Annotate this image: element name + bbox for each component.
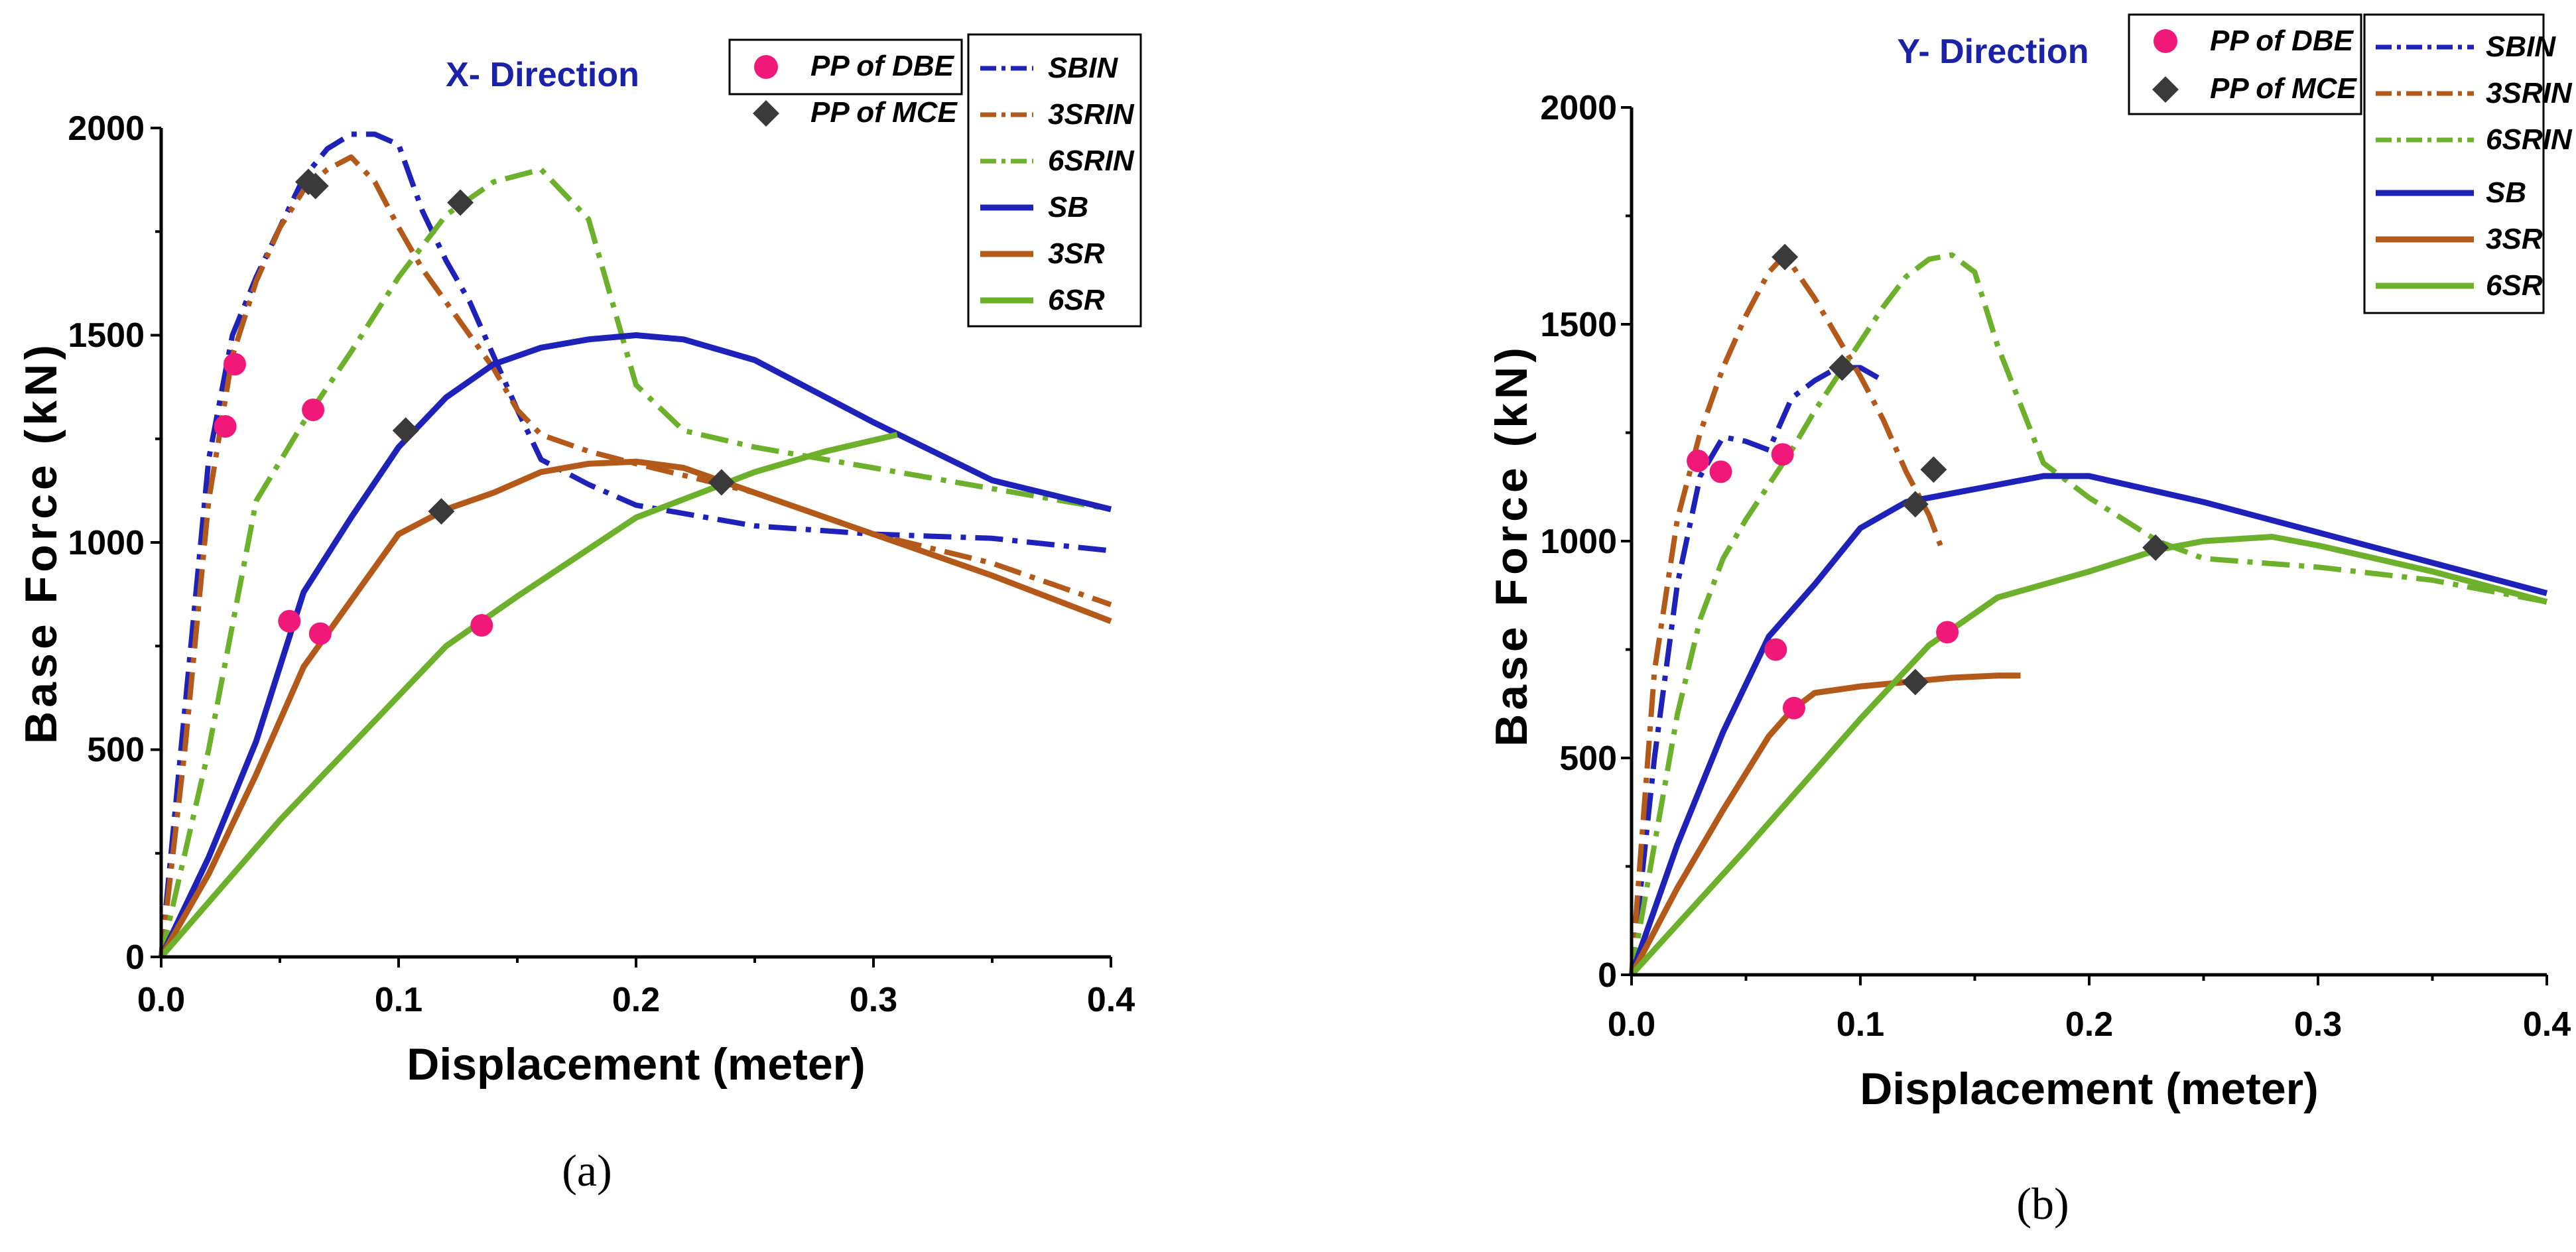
- dbe-point: [223, 353, 246, 376]
- mce-point: [392, 417, 419, 444]
- series-line-6srin: [159, 166, 1112, 958]
- panel-b-legend-mce-label: PP of MCE: [2210, 72, 2357, 105]
- panel-b-ytick-1: 500: [1559, 739, 1617, 778]
- panel-b-caption: (b): [2016, 1178, 2069, 1229]
- panel-a-legend-lines: [980, 66, 1033, 304]
- dbe-point: [1687, 450, 1710, 473]
- panel-a-ticks: [151, 127, 1112, 968]
- panel-b-xtick-1: 0.1: [1836, 1005, 1884, 1044]
- panel-b-ytick-3: 1500: [1540, 306, 1617, 344]
- panel-b-legend-lines: [2376, 44, 2474, 289]
- panel-b-xtick-0: 0.0: [1608, 1005, 1655, 1044]
- mce-point: [1901, 491, 1929, 518]
- panel-b-legend-lines-box: [2363, 13, 2545, 314]
- panel-a-ylabel: Base Force (kN): [16, 341, 66, 744]
- panel-a-legend-3srin-label: 3SRIN: [1048, 98, 1135, 131]
- panel-b-ylabel: Base Force (kN): [1486, 344, 1537, 747]
- dbe-point: [1771, 443, 1794, 466]
- mce-point: [1829, 354, 1856, 381]
- panel-b-legend-dbe-marker: [2154, 29, 2177, 53]
- panel-a-legend-lines-box: [967, 33, 1142, 328]
- panel-b-xlabel: Displacement (meter): [1860, 1064, 2319, 1114]
- dbe-point: [470, 614, 493, 637]
- panel-a-legend-sb-label: SB: [1048, 191, 1088, 223]
- series-line-sbin: [159, 131, 1112, 958]
- panel-b-xtick-3: 0.3: [2294, 1005, 2342, 1044]
- panel-a-ytick-3: 1500: [68, 316, 145, 355]
- panel-a-ytick-1: 500: [87, 731, 145, 769]
- mce-point: [1771, 243, 1799, 271]
- panel-b-xtick-4: 0.4: [2523, 1005, 2571, 1044]
- mce-point: [447, 189, 474, 216]
- dbe-point: [278, 609, 301, 633]
- panel-b-legend-sb-label: SB: [2486, 176, 2526, 209]
- panel-a-ytick-4: 2000: [68, 109, 145, 148]
- dbe-point: [1709, 460, 1732, 483]
- panel-a-legend-mce-label: PP of MCE: [810, 96, 958, 129]
- panel-a-legend-dbe-label: PP of DBE: [810, 50, 955, 82]
- series-line-3sr: [1629, 672, 2021, 977]
- mce-point: [1901, 668, 1929, 696]
- series-line-sb: [1628, 473, 2548, 976]
- series-line-6sr: [1629, 534, 2548, 977]
- panel-b-legend-3srin-label: 3SRIN: [2486, 77, 2573, 109]
- panel-a-series-group: [158, 131, 1112, 959]
- panel-a: 0.0 0.1 0.2 0.3 0.4 0 500 1000 1500 2000…: [16, 33, 1142, 1196]
- panel-a-legend-6sr-label: 6SR: [1048, 284, 1105, 316]
- panel-a-legend-dbe-marker: [754, 55, 778, 79]
- panel-a-xtick-3: 0.3: [850, 981, 897, 1019]
- panel-b-ytick-4: 2000: [1540, 89, 1617, 127]
- dbe-point: [302, 399, 325, 421]
- panel-a-xtick-4: 0.4: [1087, 981, 1135, 1019]
- panel-a-legend-3sr-label: 3SR: [1048, 237, 1105, 270]
- dbe-point: [1782, 696, 1805, 720]
- panel-b: 0.0 0.1 0.2 0.3 0.4 0 500 1000 1500 2000…: [1486, 13, 2573, 1229]
- mce-point: [708, 469, 735, 496]
- dbe-point: [308, 622, 332, 645]
- mce-point: [1920, 456, 1947, 483]
- panel-b-points-group: [1687, 243, 2169, 720]
- panel-a-points-group: [214, 168, 735, 645]
- panel-a-xtick-1: 0.1: [375, 981, 422, 1019]
- series-line-sb: [158, 332, 1112, 958]
- series-line-6sr: [159, 432, 898, 959]
- panel-b-title: Y- Direction: [1898, 32, 2089, 71]
- panel-b-ticks: [1621, 106, 2548, 985]
- dbe-point: [1764, 638, 1787, 661]
- panel-b-legend-mce-marker: [2152, 76, 2179, 103]
- panel-a-ytick-2: 1000: [68, 524, 145, 562]
- panel-b-xtick-2: 0.2: [2065, 1005, 2113, 1044]
- mce-point: [428, 498, 455, 525]
- panel-a-caption: (a): [562, 1145, 612, 1196]
- dbe-point: [1936, 621, 1959, 644]
- mce-point: [2142, 534, 2169, 561]
- dbe-point: [214, 415, 237, 438]
- panel-a-legend-mce-marker: [753, 100, 779, 127]
- panel-b-ytick-0: 0: [1598, 956, 1617, 995]
- panel-a-ytick-0: 0: [125, 938, 145, 977]
- series-line-6srin: [1629, 252, 2547, 975]
- panel-a-xtick-2: 0.2: [612, 981, 660, 1019]
- panel-a-legend-sbin-label: SBIN: [1048, 52, 1118, 84]
- panel-a-title: X- Direction: [446, 56, 639, 94]
- panel-b-ytick-2: 1000: [1540, 523, 1617, 561]
- panel-b-legend-3sr-label: 3SR: [2486, 223, 2543, 255]
- panel-b-legend-sbin-label: SBIN: [2486, 31, 2556, 63]
- panel-a-legend-6srin-label: 6SRIN: [1048, 145, 1135, 177]
- panel-a-xlabel: Displacement (meter): [407, 1039, 866, 1090]
- panel-b-legend-6srin-label: 6SRIN: [2486, 123, 2573, 156]
- panel-b-legend-6sr-label: 6SR: [2486, 269, 2543, 302]
- panel-b-legend-dbe-label: PP of DBE: [2210, 25, 2354, 57]
- panel-a-xtick-0: 0.0: [137, 981, 185, 1019]
- series-line-3sr: [159, 458, 1112, 959]
- mce-point: [302, 172, 329, 200]
